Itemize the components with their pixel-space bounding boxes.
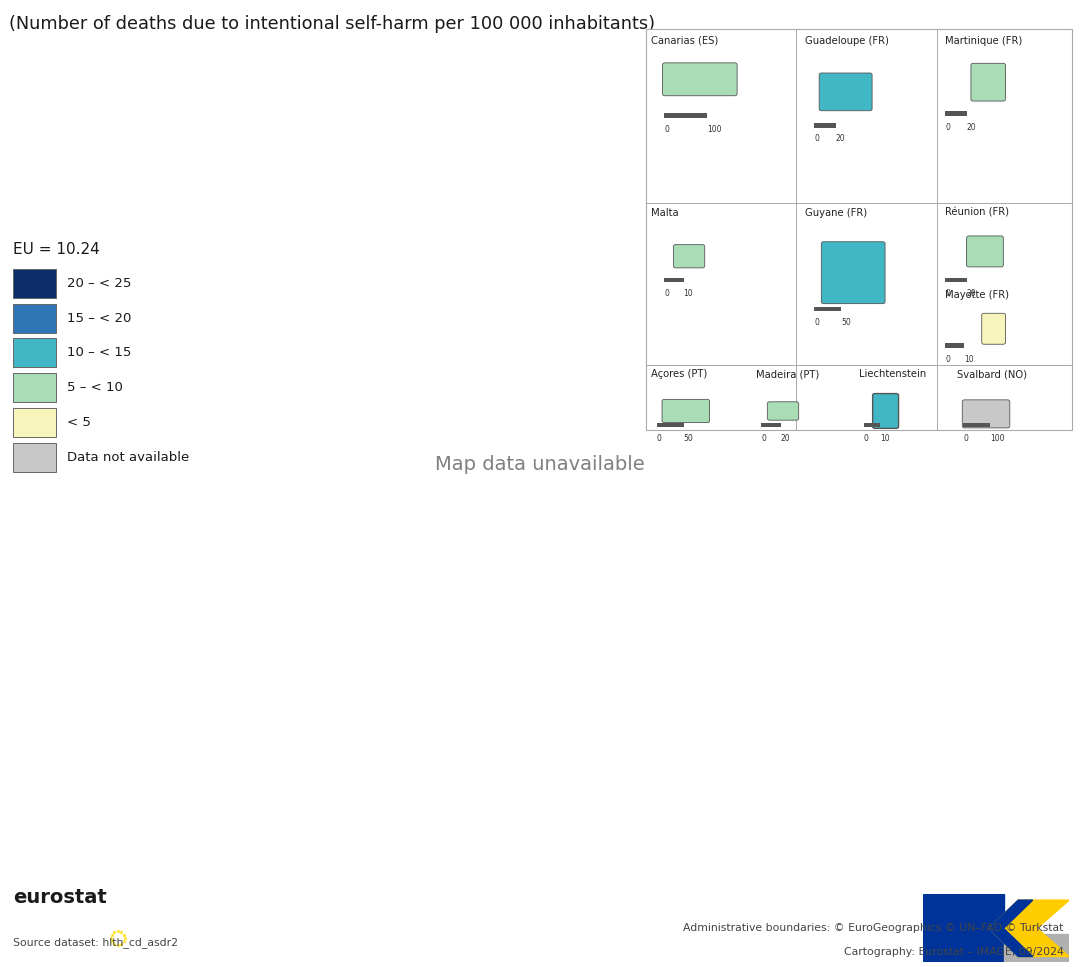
Text: 0: 0 [664,289,670,298]
Text: 10: 10 [964,355,974,364]
Text: 50: 50 [841,318,851,327]
Text: 0: 0 [664,125,670,133]
Text: 0: 0 [814,318,820,327]
Text: Data not available: Data not available [67,451,189,464]
Text: 0: 0 [963,434,969,443]
Text: Guyane (FR): Guyane (FR) [805,208,867,218]
Text: 20 – < 25: 20 – < 25 [67,277,132,290]
Text: Réunion (FR): Réunion (FR) [945,208,1009,218]
Text: 10: 10 [684,289,693,298]
Text: 20: 20 [967,289,976,298]
Text: Source dataset: hlth_cd_asdr2: Source dataset: hlth_cd_asdr2 [13,937,178,948]
Text: 20: 20 [781,434,791,443]
Text: 10: 10 [880,434,890,443]
Polygon shape [989,900,1032,956]
Text: 0: 0 [864,434,869,443]
Text: Madeira (PT): Madeira (PT) [756,369,820,379]
Text: 0: 0 [761,434,767,443]
Text: Svalbard (NO): Svalbard (NO) [957,369,1027,379]
Text: Liechtenstein: Liechtenstein [859,369,926,379]
Polygon shape [1003,934,1069,962]
Text: 0: 0 [945,289,950,298]
Text: 0: 0 [945,123,950,132]
Text: 15 – < 20: 15 – < 20 [67,311,132,325]
Text: 20: 20 [967,123,976,132]
Text: Map data unavailable: Map data unavailable [435,454,645,474]
Text: Martinique (FR): Martinique (FR) [945,36,1023,45]
Text: Açores (PT): Açores (PT) [651,369,707,379]
Text: 100: 100 [990,434,1004,443]
Text: Mayotte (FR): Mayotte (FR) [945,290,1009,300]
Text: eurostat: eurostat [13,888,107,907]
Text: EU = 10.24: EU = 10.24 [13,242,99,257]
Text: 5 – < 10: 5 – < 10 [67,381,123,395]
Text: 0: 0 [657,434,662,443]
Text: < 5: < 5 [67,416,91,429]
Text: Malta: Malta [651,208,679,218]
Text: 100: 100 [707,125,721,133]
Text: 10 – < 15: 10 – < 15 [67,346,132,360]
Text: 20: 20 [836,134,846,143]
Text: 50: 50 [684,434,693,443]
Text: 0: 0 [945,355,950,364]
Text: Guadeloupe (FR): Guadeloupe (FR) [805,36,889,45]
Text: Cartography: Eurostat – IMAGE, 09/2024: Cartography: Eurostat – IMAGE, 09/2024 [843,948,1064,957]
Text: Administrative boundaries: © EuroGeographics © UN–FAO © Turkstat: Administrative boundaries: © EuroGeograp… [684,923,1064,933]
Polygon shape [923,894,1003,962]
Text: (Number of deaths due to intentional self-harm per 100 000 inhabitants): (Number of deaths due to intentional sel… [9,15,654,33]
Polygon shape [989,900,1069,956]
Text: Canarias (ES): Canarias (ES) [651,36,718,45]
Text: 0: 0 [814,134,820,143]
